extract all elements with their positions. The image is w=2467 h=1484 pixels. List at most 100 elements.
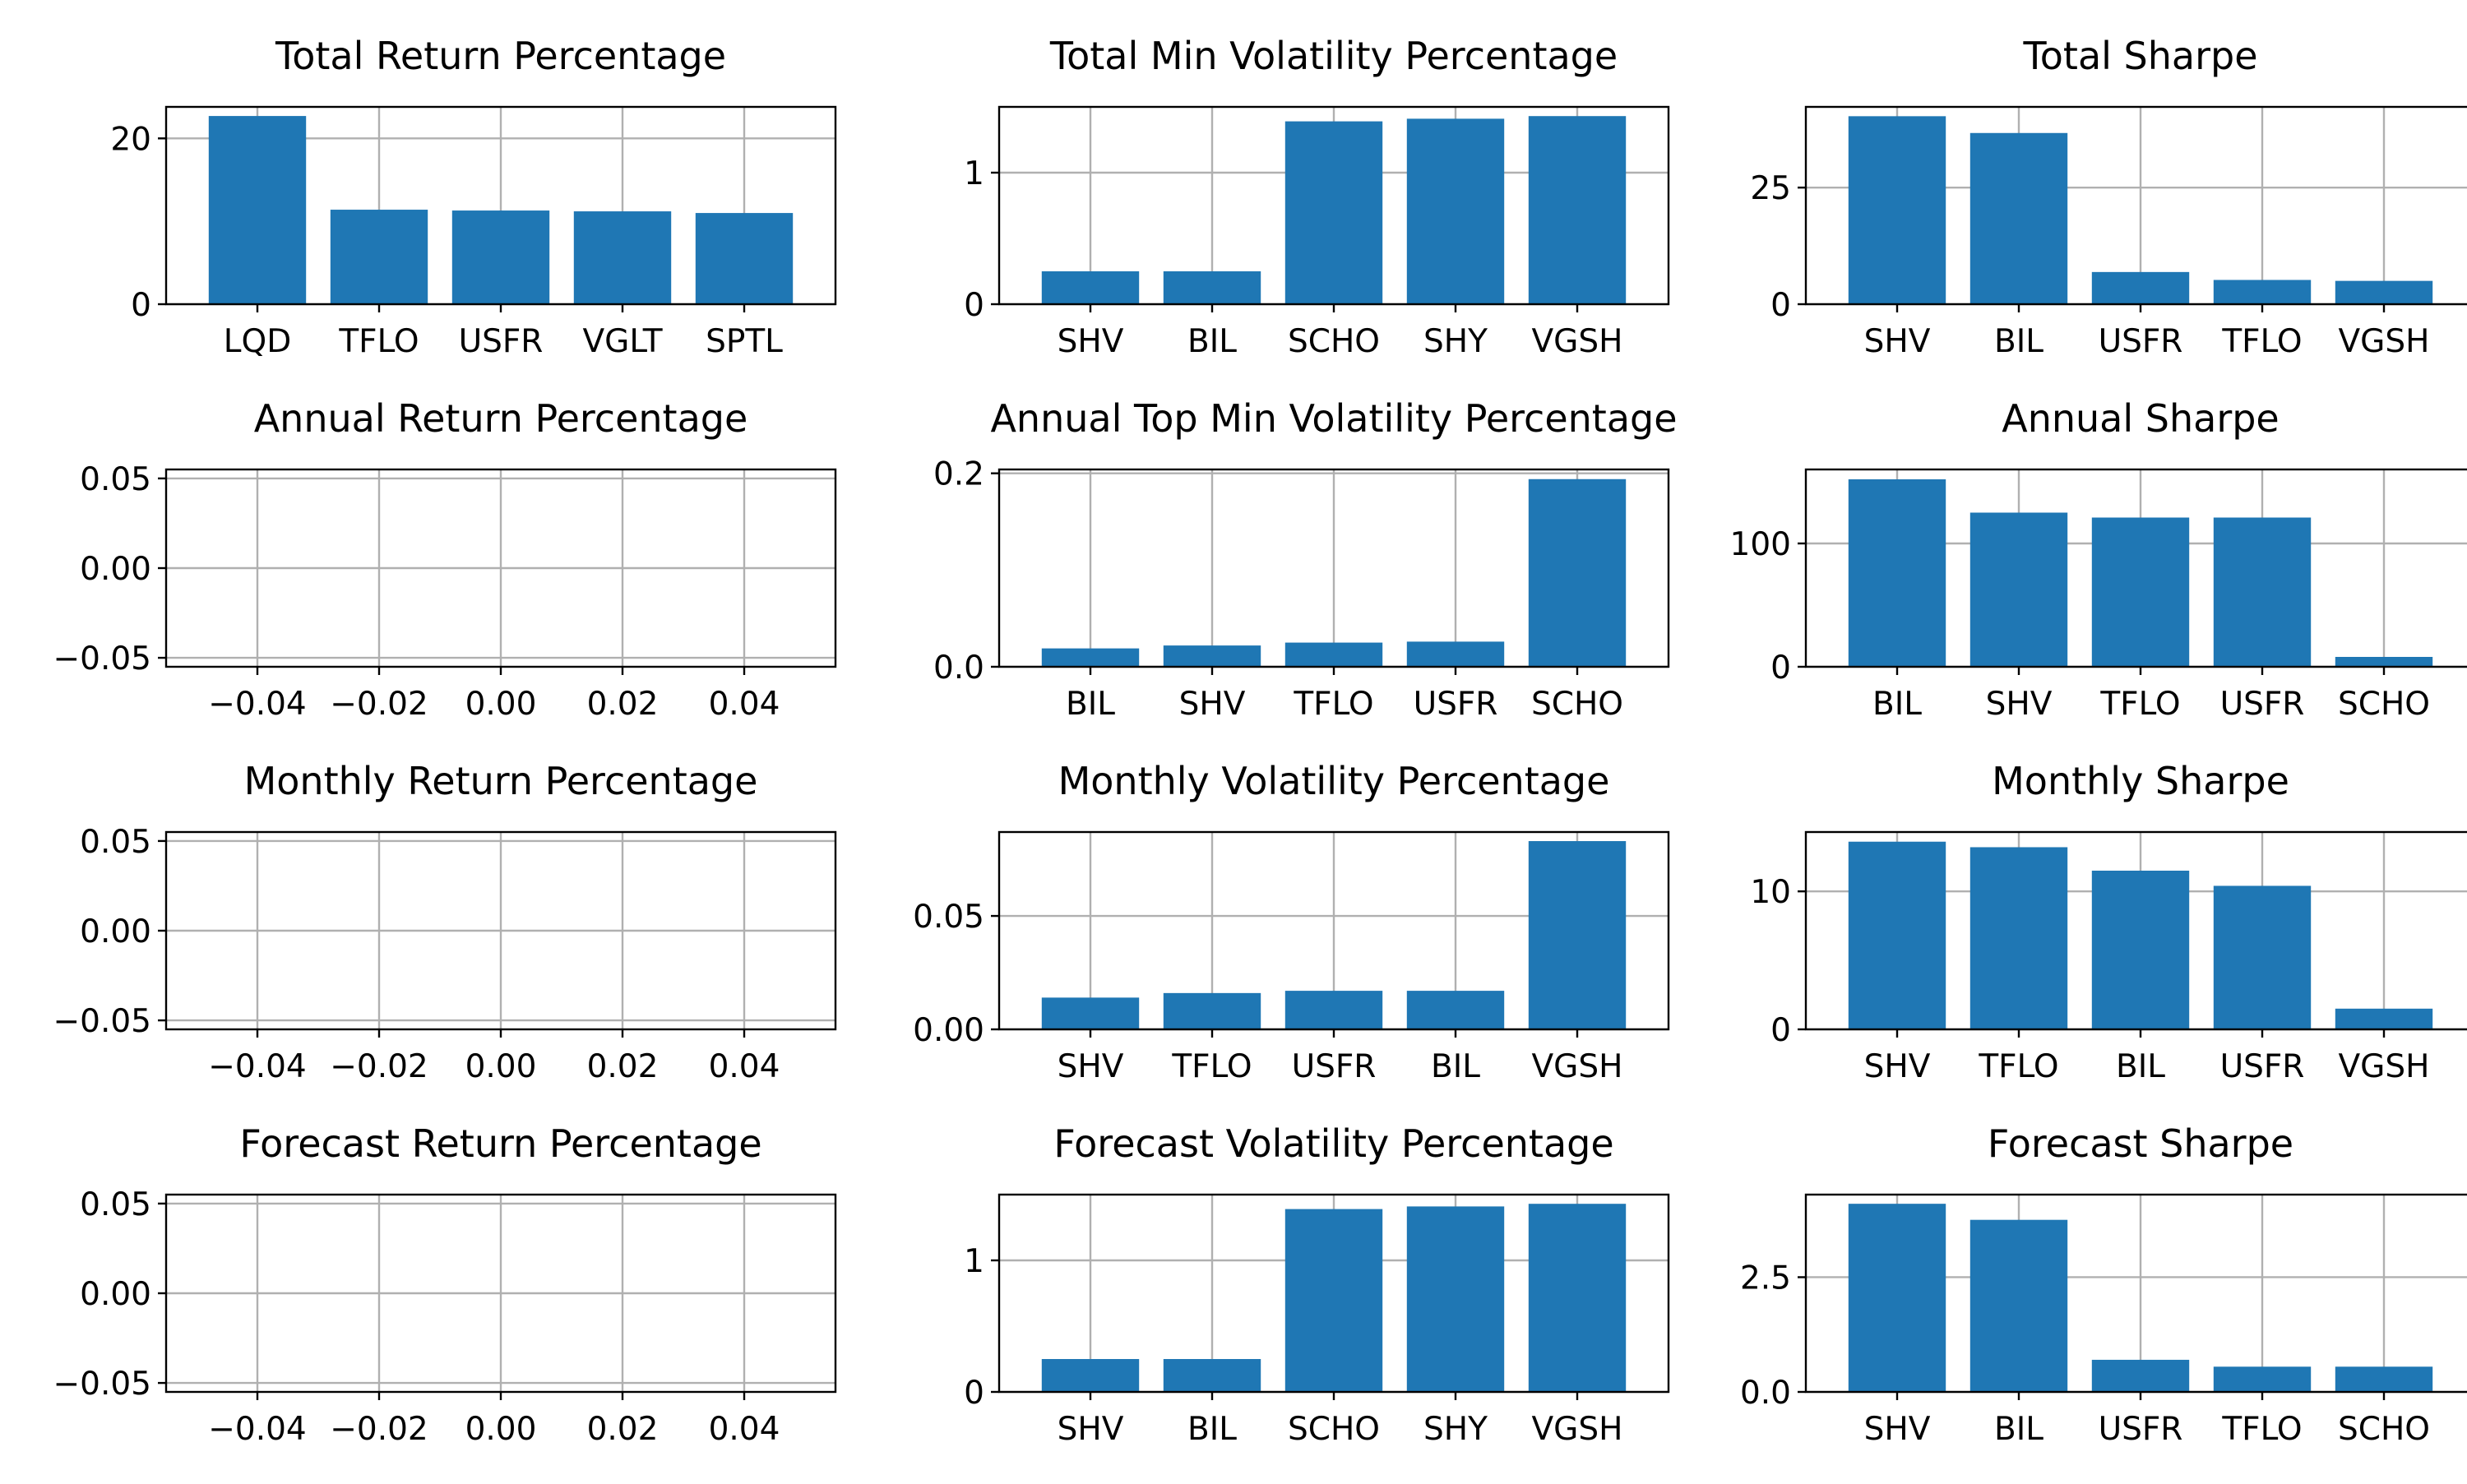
bar-lqd [208,116,307,304]
y-tick-label: 0 [964,1375,984,1412]
y-tick-label: 0.00 [80,551,151,588]
x-tick-label: 0.04 [709,686,780,723]
bar-scho [1284,121,1383,304]
bar-shv [1848,841,1946,1029]
y-tick-label: 10 [1750,874,1791,911]
bar-bil [1969,132,2068,304]
x-tick-label: USFR [1414,686,1498,723]
y-tick-label: 0 [964,287,984,324]
x-tick-label: USFR [1292,1048,1377,1085]
x-tick-label: VGSH [1532,323,1623,360]
bar-bil [1041,648,1140,667]
x-tick-label: TFLO [1978,1048,2058,1085]
x-tick-label: SHV [1179,686,1246,723]
bar-tflo [2213,280,2312,304]
x-tick-label: BIL [1187,1411,1237,1448]
subplot-8: Monthly Sharpe 0 10 SHV TFLO BIL USFR VGSH [1750,759,2467,1085]
y-tick-label: 0 [1770,1012,1791,1049]
bar-vgsh [1528,1204,1627,1392]
chart-title: Annual Sharpe [2002,396,2279,441]
bar-scho [2335,657,2433,667]
x-tick-label: VGSH [1532,1411,1623,1448]
chart-title: Total Min Volatility Percentage [1049,34,1618,78]
x-tick-label: TFLO [2221,323,2302,360]
y-tick-label: 20 [110,121,151,158]
x-tick-label: BIL [1066,686,1115,723]
x-tick-label: BIL [1431,1048,1480,1085]
y-tick-label: 0.00 [913,1012,984,1049]
x-tick-label: SHV [1058,323,1124,360]
bar-shv [1848,116,1946,304]
x-tick-label: SHV [1864,1411,1931,1448]
bar-shv [1041,1359,1140,1392]
x-tick-label: 0.02 [587,686,659,723]
y-tick-label: 0.05 [913,899,984,936]
bar-scho [1284,1209,1383,1392]
y-tick-label: 0.05 [80,461,151,498]
subplot-11: Forecast Sharpe 0.0 2.5 SHV BIL USFR TFLO SCHO [1740,1121,2467,1448]
subplot-10: Forecast Volatility Percentage 0 1 SHV BIL SC… [964,1121,1670,1448]
x-tick-label: SHV [1864,323,1931,360]
subplot-7: Monthly Volatility Percentage 0.00 0.05 SHV… [913,759,1670,1085]
bar-shv [1848,1204,1946,1392]
bar-bil [1163,271,1261,304]
x-tick-label: SCHO [1288,323,1380,360]
x-tick-label: TFLO [1293,686,1373,723]
chart-title: Forecast Return Percentage [239,1121,761,1166]
bar-shv [1969,512,2068,667]
bar-usfr [2213,517,2312,667]
x-tick-label: SHY [1423,323,1488,360]
x-tick-label: −0.02 [330,1411,428,1448]
bar-vgsh [1528,841,1627,1029]
x-tick-label: USFR [2099,323,2183,360]
y-tick-label: −0.05 [53,1003,151,1040]
x-tick-label: BIL [2116,1048,2165,1085]
x-tick-label: TFLO [2099,686,2180,723]
x-tick-label: SPTL [706,323,783,360]
y-tick-label: −0.05 [53,640,151,677]
x-tick-label: TFLO [1171,1048,1252,1085]
bar-shv [1163,645,1261,667]
y-tick-label: 0 [1770,287,1791,324]
y-tick-label: 1 [964,1243,984,1280]
bar-vgsh [1528,116,1627,304]
x-tick-label: BIL [1994,323,2043,360]
bar-sptl [695,213,794,304]
y-tick-label: 0 [1770,650,1791,687]
chart-title: Annual Return Percentage [254,396,748,441]
x-tick-label: 0.02 [587,1048,659,1085]
bar-tflo [1284,642,1383,667]
x-tick-label: SCHO [2338,686,2430,723]
bar-usfr [2091,271,2190,304]
y-tick-label: 2.5 [1740,1260,1791,1297]
x-tick-label: VGLT [582,323,662,360]
x-tick-label: 0.04 [709,1048,780,1085]
bar-vgsh [2335,280,2433,304]
x-tick-label: 0.04 [709,1411,780,1448]
x-tick-label: −0.04 [208,686,307,723]
bar-bil [1406,991,1505,1029]
bar-tflo [1969,847,2068,1029]
x-tick-label: 0.00 [465,1048,537,1085]
x-tick-label: BIL [1872,686,1922,723]
bar-shy [1406,1206,1505,1392]
bar-scho [1528,478,1627,667]
subplot-0: Total Return Percentage 0 20 LQD TFLO USFR VGL… [110,34,837,360]
chart-title: Forecast Volatility Percentage [1053,1121,1613,1166]
y-tick-label: 1 [964,155,984,192]
chart-title: Monthly Volatility Percentage [1058,759,1610,803]
bar-scho [2335,1366,2433,1392]
x-tick-label: LQD [224,323,291,360]
x-tick-label: SCHO [1288,1411,1380,1448]
x-tick-label: SCHO [2338,1411,2430,1448]
chart-title: Total Return Percentage [275,34,726,78]
x-tick-label: USFR [459,323,544,360]
x-tick-label: VGSH [2339,323,2430,360]
x-tick-label: USFR [2220,686,2305,723]
x-tick-label: VGSH [1532,1048,1623,1085]
bar-usfr [2091,1359,2190,1392]
y-tick-label: 0.00 [80,913,151,950]
y-tick-label: 0.05 [80,1186,151,1223]
